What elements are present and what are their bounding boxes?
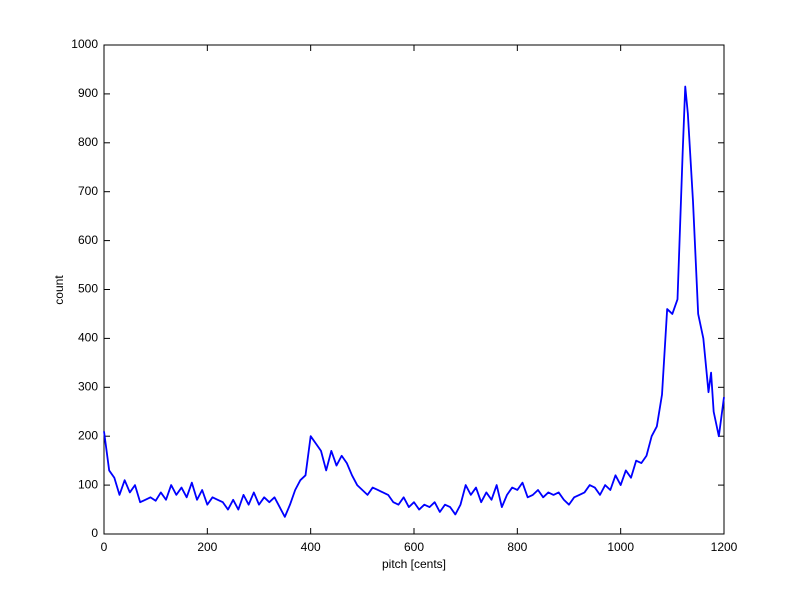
line [103,85,725,518]
y-tick-label: 400 [78,331,98,345]
y-tick-label: 200 [78,428,98,442]
y-tick-label: 100 [78,477,98,491]
x-tick-label: 1200 [711,540,738,554]
y-tick-label: 600 [78,233,98,247]
x-tick-label: 200 [197,540,217,554]
y-tick-label: 700 [78,184,98,198]
x-tick-label: 400 [301,540,321,554]
y-tick-label: 800 [78,135,98,149]
y-axis-label: count [52,275,66,305]
x-axis-label: pitch [cents] [382,557,446,571]
x-tick-label: 600 [404,540,424,554]
y-tick-label: 500 [78,282,98,296]
y-tick-label: 1000 [71,37,98,51]
y-tick-label: 0 [91,526,98,540]
x-tick-label: 0 [101,540,108,554]
x-tick-label: 800 [507,540,527,554]
y-tick-label: 300 [78,379,98,393]
y-tick-label: 900 [78,86,98,100]
x-tick-label: 1000 [607,540,634,554]
